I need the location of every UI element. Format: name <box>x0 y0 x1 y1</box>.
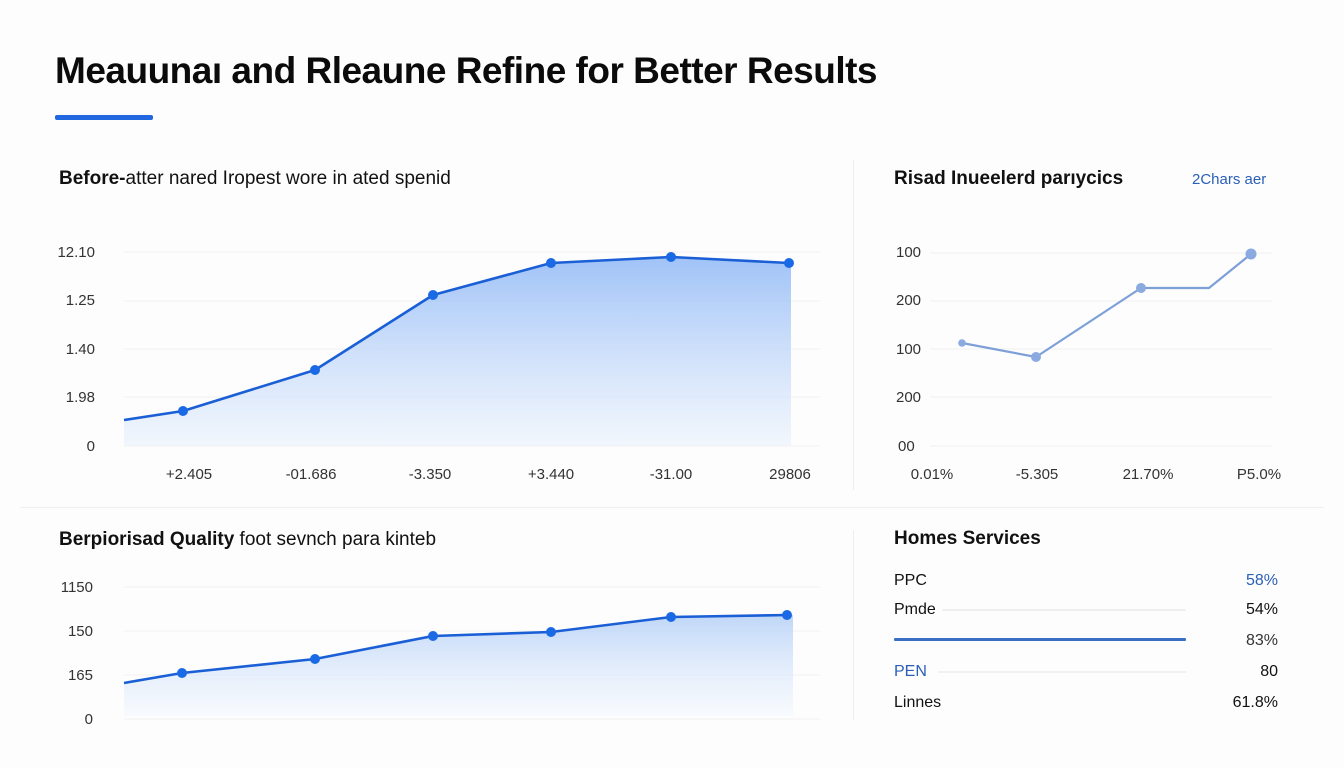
service-label-pen: PEN <box>894 663 927 680</box>
x-tick: -01.686 <box>285 466 337 483</box>
service-label-ppc: PPC <box>894 572 927 589</box>
service-label-linnes: Linnes <box>894 694 942 711</box>
chart-title-bold: Berpiorisad Quality <box>59 529 235 550</box>
chart-title-quality: Berpiorisad Quality foot sevnch para kin… <box>59 529 436 551</box>
x-tick: P5.0% <box>1236 466 1282 483</box>
y-tick: 200 <box>896 389 922 406</box>
panel-divider-vertical-top <box>853 160 854 490</box>
y-tick: 1150 <box>60 579 93 596</box>
service-bar-track <box>938 671 1186 673</box>
y-tick: 1.25 <box>65 292 95 309</box>
x-tick: -3.350 <box>408 466 452 483</box>
y-tick: 200 <box>896 292 922 309</box>
service-value-pen: 80 <box>1260 663 1278 680</box>
chart-title-rest: foot sevnch para kinteb <box>234 529 437 550</box>
y-tick: 0 <box>86 438 95 455</box>
service-bar-track <box>942 609 1186 611</box>
service-label-pmde: Pmde <box>894 601 936 618</box>
panel-divider-vertical-bottom <box>853 530 854 720</box>
chart-title-rest: atter nared Iropest wore in ated spenid <box>125 168 451 189</box>
area-series-quality <box>123 610 793 716</box>
y-tick: 00 <box>898 438 915 455</box>
y-tick: 165 <box>67 667 93 684</box>
service-value-ppc: 58% <box>1245 572 1278 589</box>
x-tick: -5.305 <box>1015 466 1059 483</box>
x-tick: 0.01% <box>910 466 954 483</box>
x-tick: +2.405 <box>165 466 213 483</box>
chart-title-bold: Before- <box>59 168 126 189</box>
y-tick: 100 <box>896 244 922 261</box>
area-series-spend <box>123 252 794 446</box>
x-tick: -31.00 <box>649 466 693 483</box>
chart-link[interactable]: 2Chars aer <box>1192 171 1267 188</box>
chart-title-secondary: Risad Inueelerd parıycics <box>894 168 1124 189</box>
y-tick: 100 <box>896 341 922 358</box>
page-title: Meauunaı and Rleaune Refine for Better R… <box>55 50 878 91</box>
title-accent-bar <box>55 115 153 120</box>
service-value-linnes: 61.8% <box>1232 694 1278 711</box>
service-value-pmde: 54% <box>1245 601 1278 618</box>
y-tick: 1.98 <box>65 389 95 406</box>
y-tick: 150 <box>67 623 93 640</box>
x-tick: 29806 <box>769 466 811 483</box>
y-tick: 1.40 <box>65 341 95 358</box>
y-tick: 12.10 <box>57 244 95 261</box>
gridlines-secondary <box>930 252 1272 447</box>
line-series-secondary <box>958 248 1257 362</box>
service-value-row3: 83% <box>1245 632 1278 649</box>
service-bar-highlight <box>894 638 1186 641</box>
panel-divider-horizontal <box>20 507 1324 508</box>
x-tick: +3.440 <box>527 466 575 483</box>
y-tick: 0 <box>84 711 93 728</box>
services-title: Homes Services <box>894 528 1041 549</box>
chart-title-spend: Before-atter nared Iropest wore in ated … <box>59 168 451 190</box>
x-tick: 21.70% <box>1122 466 1174 483</box>
